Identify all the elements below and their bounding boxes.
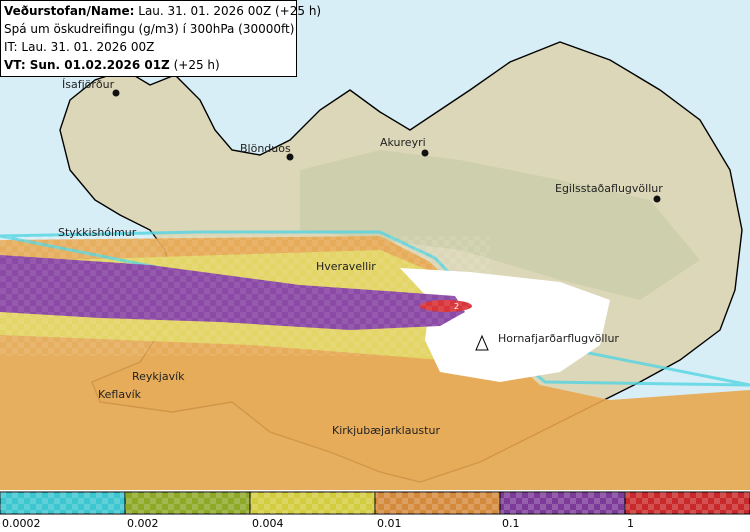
header: Veðurstofan/Name: Lau. 31. 01. 2026 00Z … [4, 4, 321, 72]
legend-label: 0.01 [377, 517, 402, 530]
header-text: Spá um öskudreifingu (g/m3) í 300hPa (30… [4, 22, 294, 36]
header-text: (+25 h) [174, 58, 220, 72]
place-label: Akureyri [380, 136, 426, 149]
legend-swatch-texture [0, 492, 125, 514]
place-label: Hveravellir [316, 260, 376, 273]
place-dot [286, 153, 294, 161]
header-text: IT: Lau. 31. 01. 2026 00Z [4, 40, 154, 54]
legend-swatch-texture [625, 492, 750, 514]
legend-label: 0.1 [502, 517, 520, 530]
header-line: IT: Lau. 31. 01. 2026 00Z [4, 40, 154, 54]
place-label: Kirkjubæjarklaustur [332, 424, 440, 437]
place-label: Blönduós [240, 142, 291, 155]
highland-shade [300, 150, 700, 300]
legend-label: 0.0002 [2, 517, 41, 530]
legend-label: 1 [627, 517, 634, 530]
place-label: Hornafjarðarflugvöllur [498, 332, 619, 345]
place-label: Stykkishólmur [58, 226, 137, 239]
place-label: Egilsstaðaflugvöllur [555, 182, 663, 195]
header-label: Veðurstofan/Name: [4, 4, 134, 18]
legend-swatch-texture [500, 492, 625, 514]
legend: 0.0002 0.002 0.004 0.01 0.1 1 [0, 491, 750, 530]
header-line: Veðurstofan/Name: Lau. 31. 01. 2026 00Z … [4, 4, 321, 18]
legend-label: 0.002 [127, 517, 159, 530]
volcano-marker: 2 [454, 302, 459, 311]
legend-swatch-texture [250, 492, 375, 514]
legend-swatch-texture [375, 492, 500, 514]
place-dot [421, 149, 429, 157]
ash-texture [0, 236, 490, 356]
legend-label: 0.004 [252, 517, 284, 530]
places: Ísafjörður Blönduós Akureyri Egilsstaðaflug… [58, 78, 663, 437]
place-dot [112, 89, 120, 97]
place-dot [653, 195, 661, 203]
header-text: Lau. 31. 01. 2026 00Z (+25 h) [138, 4, 321, 18]
header-line: VT: Sun. 01.02.2026 01Z (+25 h) [4, 58, 220, 72]
place-label: Reykjavík [132, 370, 185, 383]
header-box [0, 0, 297, 77]
legend-swatch-texture [125, 492, 250, 514]
header-label: VT: Sun. 01.02.2026 01Z [4, 58, 170, 72]
place-label: Ísafjörður [62, 78, 115, 91]
volcano-icon [475, 334, 489, 351]
place-label: Keflavík [98, 388, 142, 401]
header-line: Spá um öskudreifingu (g/m3) í 300hPa (30… [4, 22, 294, 36]
